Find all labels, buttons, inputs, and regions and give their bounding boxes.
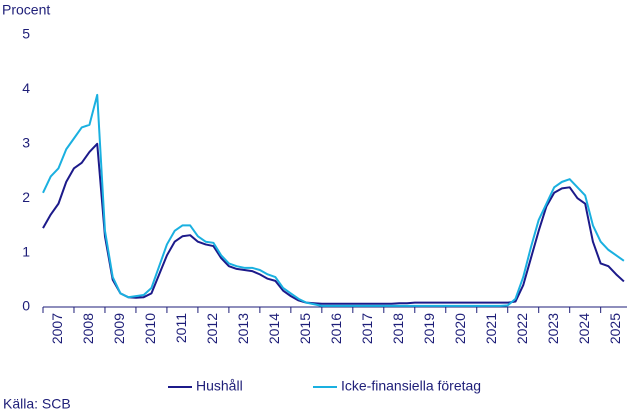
line <box>42 142 625 305</box>
x-tick-label: 2023 <box>545 313 561 344</box>
x-tick-label: 2010 <box>142 313 158 344</box>
x-tick-label: 2018 <box>390 313 406 344</box>
y-tick-label: 1 <box>22 243 30 259</box>
legend-label: Icke-finansiella företag <box>341 378 481 394</box>
x-tick-label: 2009 <box>111 313 127 344</box>
x-tick-label: 2021 <box>483 313 499 344</box>
line <box>42 93 625 307</box>
source: Källa: SCB <box>3 396 71 412</box>
x-tick-label: 2019 <box>421 313 437 344</box>
x-tick-label: 2016 <box>328 313 344 344</box>
y-tick-label: 4 <box>22 80 30 96</box>
x-tick-label: 2017 <box>359 313 375 344</box>
x-tick-label: 2024 <box>576 313 592 344</box>
x-tick-label: 2025 <box>607 313 623 344</box>
x-tick-label: 2007 <box>49 313 65 344</box>
y-axis-label: Procent <box>2 2 50 18</box>
legend-label: Hushåll <box>196 378 243 394</box>
x-tick-label: 2022 <box>514 313 530 344</box>
x-tick-label: 2008 <box>80 313 96 344</box>
x-tick-label: 2020 <box>452 313 468 344</box>
x-tick-label: 2012 <box>204 313 220 344</box>
x-tick-label: 2015 <box>297 313 313 344</box>
x-tick-label: 2014 <box>266 313 282 344</box>
x-tick-label: 2011 <box>173 313 189 343</box>
y-tick-label: 5 <box>22 26 30 42</box>
y-tick-label: 0 <box>22 298 30 314</box>
y-tick-label: 2 <box>22 189 30 205</box>
x-tick-label: 2013 <box>235 313 251 344</box>
y-tick-label: 3 <box>22 135 30 151</box>
